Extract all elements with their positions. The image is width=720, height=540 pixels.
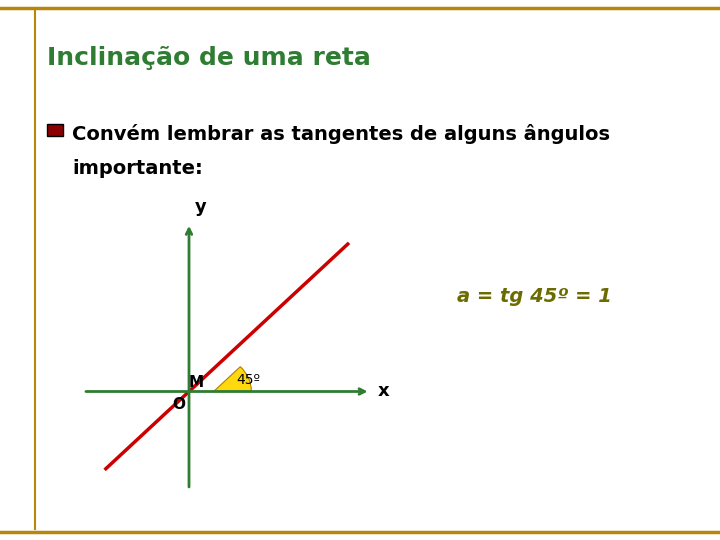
Text: x: x bbox=[378, 382, 390, 401]
Text: a = tg 45º = 1: a = tg 45º = 1 bbox=[457, 287, 612, 307]
Text: O: O bbox=[172, 397, 185, 412]
Text: M: M bbox=[189, 375, 204, 390]
Text: 45º: 45º bbox=[236, 374, 260, 388]
Text: Inclinação de uma reta: Inclinação de uma reta bbox=[47, 46, 371, 70]
Wedge shape bbox=[214, 367, 251, 392]
FancyBboxPatch shape bbox=[47, 124, 63, 136]
Text: Convém lembrar as tangentes de alguns ângulos: Convém lembrar as tangentes de alguns ân… bbox=[72, 124, 610, 144]
Text: y: y bbox=[194, 198, 207, 216]
Text: importante:: importante: bbox=[72, 159, 203, 178]
